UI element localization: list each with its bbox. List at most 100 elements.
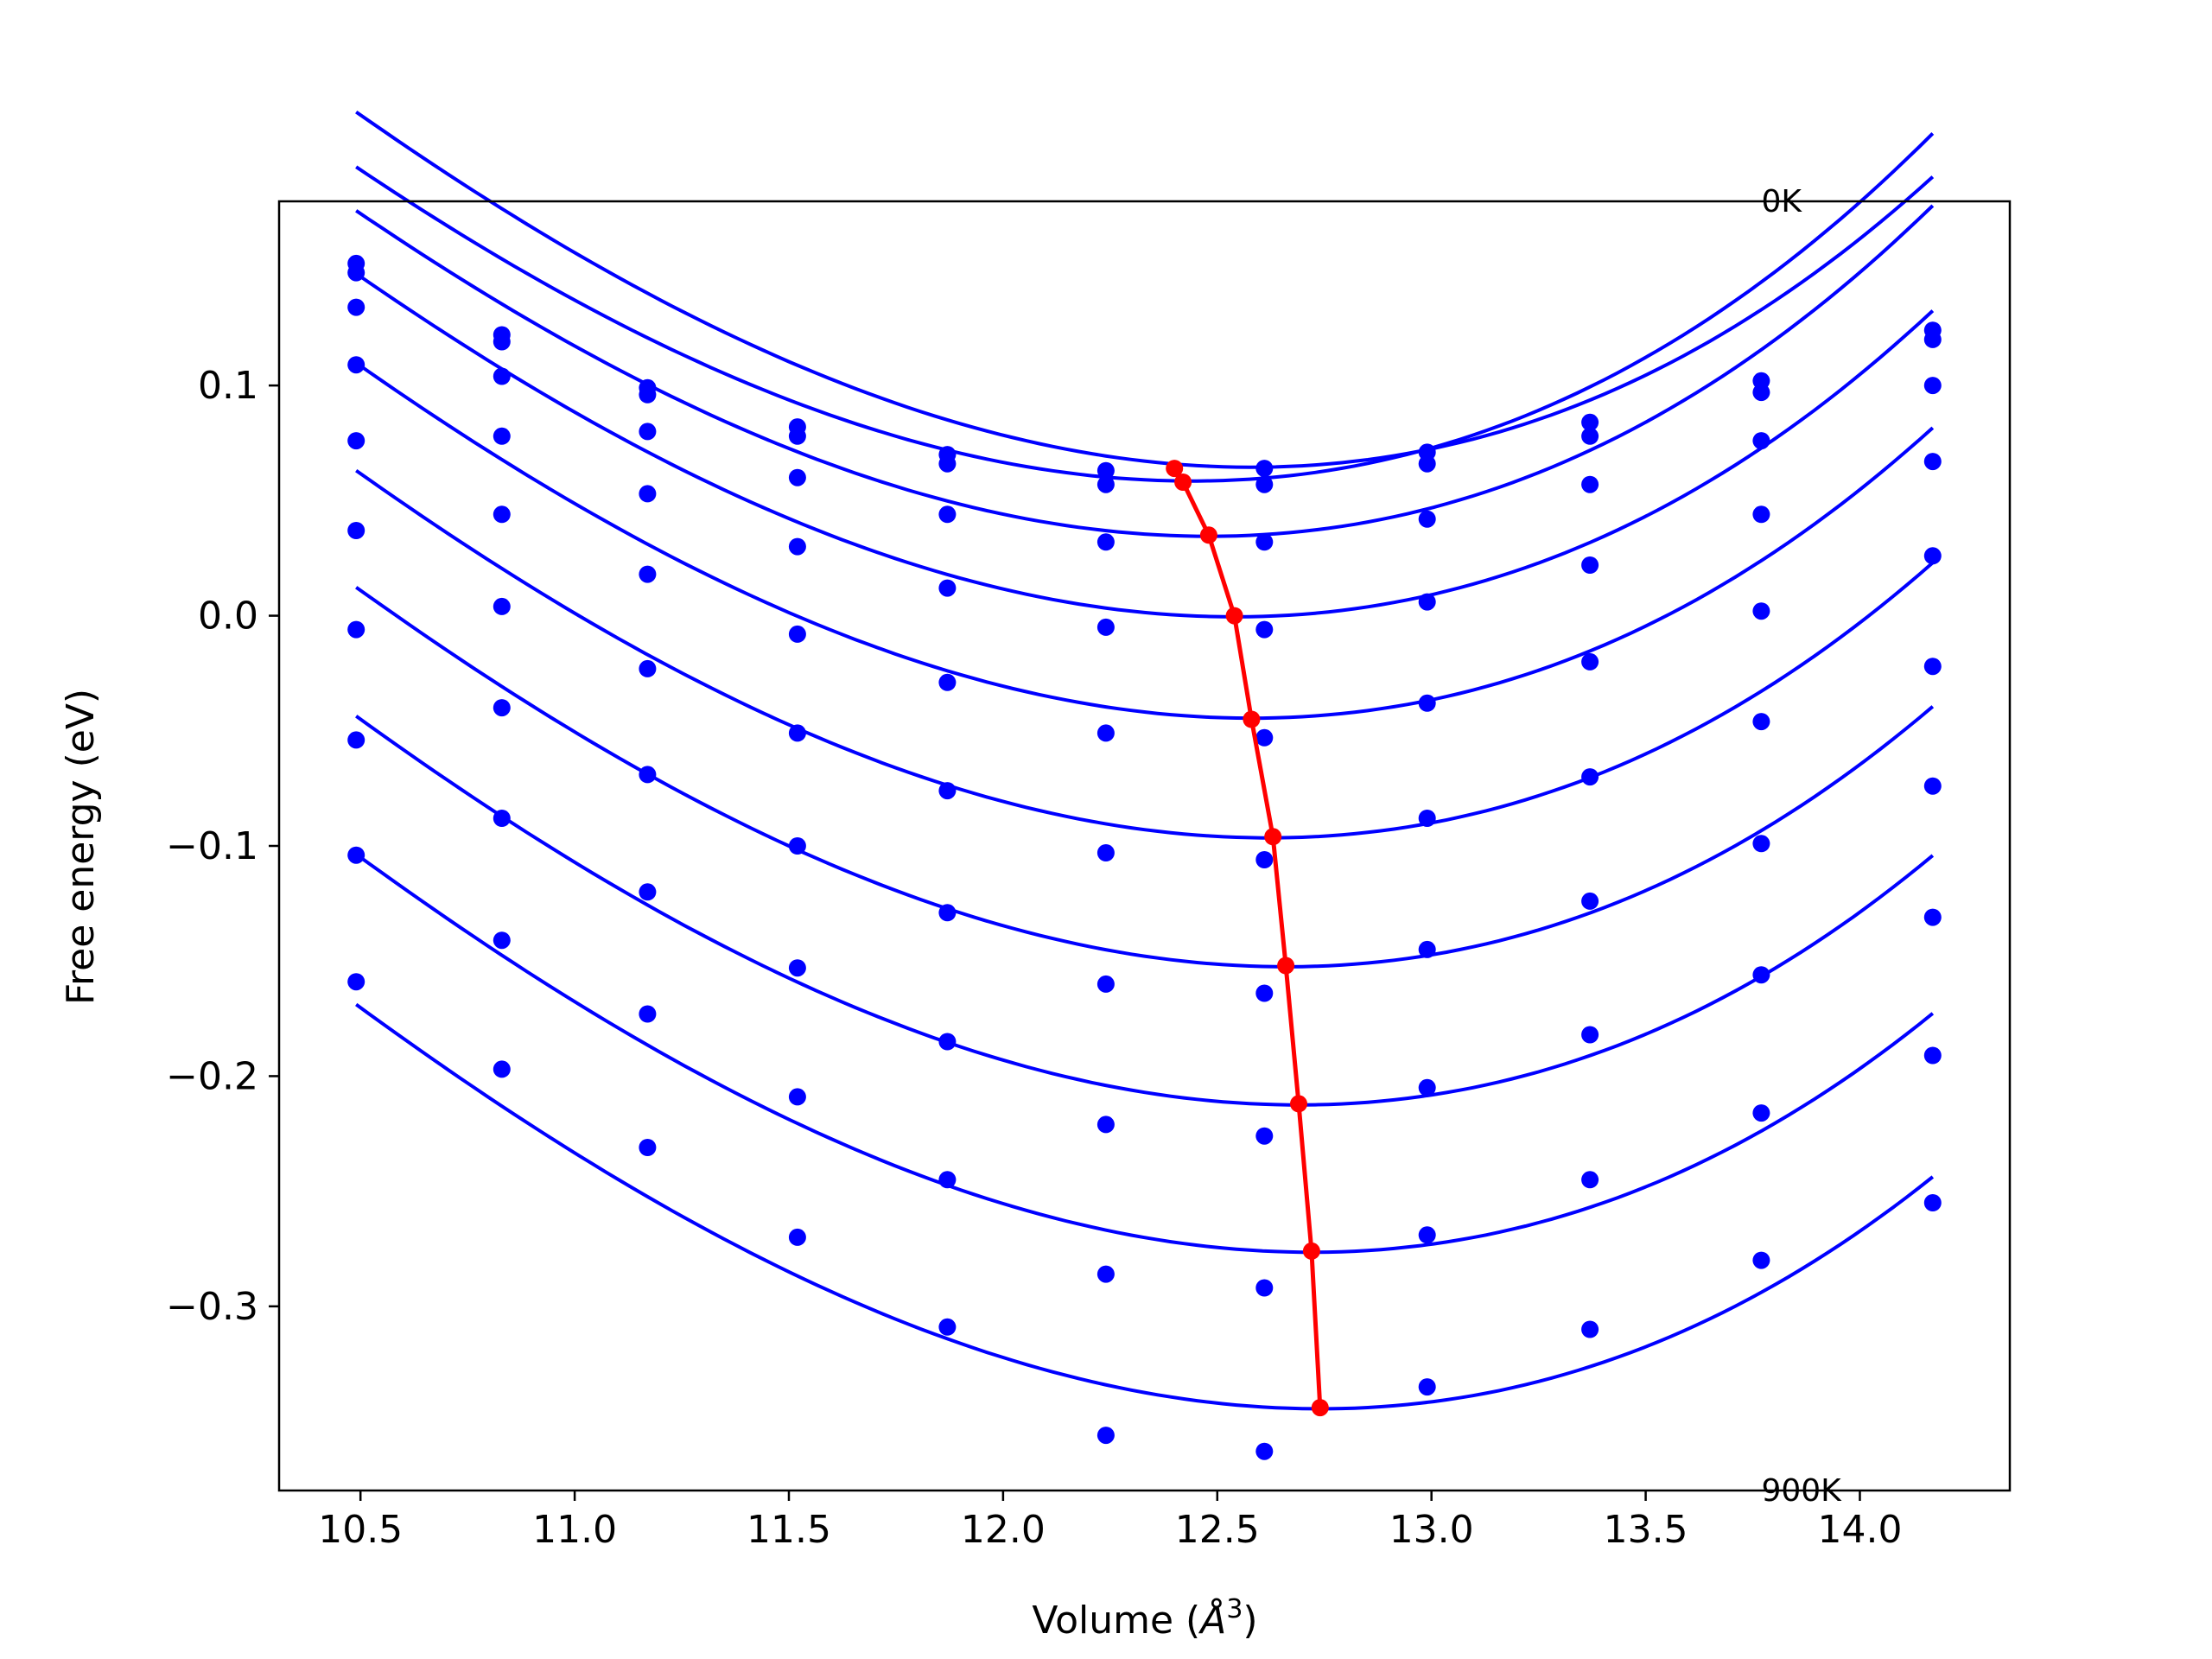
temperature-annotation: 900K bbox=[1761, 1473, 1842, 1509]
data-point bbox=[1255, 460, 1274, 478]
data-point bbox=[788, 625, 806, 643]
x-tick-label: 11.5 bbox=[747, 1508, 831, 1552]
data-point bbox=[347, 973, 365, 991]
equilibrium-point bbox=[1199, 526, 1217, 544]
data-point bbox=[1752, 1104, 1770, 1122]
data-point bbox=[347, 298, 365, 316]
data-point bbox=[788, 537, 806, 556]
data-point bbox=[1581, 1320, 1599, 1338]
data-point bbox=[493, 810, 511, 827]
data-point bbox=[1581, 768, 1599, 786]
data-point bbox=[1923, 547, 1942, 565]
data-point bbox=[639, 1005, 657, 1023]
data-point bbox=[639, 565, 657, 583]
x-tick-label: 10.5 bbox=[318, 1508, 403, 1552]
temperature-annotations: 0K 900K bbox=[1761, 184, 1842, 1509]
data-point bbox=[938, 1033, 957, 1051]
fit-curve-9 bbox=[355, 852, 1935, 1255]
data-point bbox=[493, 1060, 511, 1078]
data-point bbox=[1923, 453, 1942, 471]
data-point bbox=[347, 432, 365, 450]
data-point bbox=[639, 766, 657, 784]
data-point bbox=[1752, 835, 1770, 853]
data-point bbox=[1581, 652, 1599, 671]
data-point bbox=[1752, 432, 1770, 450]
data-point bbox=[1255, 533, 1274, 551]
data-point bbox=[347, 356, 365, 374]
y-tick-label: 0.0 bbox=[198, 594, 258, 639]
x-tick-label: 12.0 bbox=[961, 1508, 1046, 1552]
temperature-annotation: 0K bbox=[1761, 184, 1802, 219]
x-tick-label: 14.0 bbox=[1817, 1508, 1902, 1552]
data-point bbox=[493, 597, 511, 615]
data-point bbox=[1096, 1116, 1115, 1134]
data-point bbox=[1418, 810, 1436, 827]
data-point bbox=[1923, 1194, 1942, 1211]
data-point bbox=[347, 620, 365, 639]
x-tick-label: 12.5 bbox=[1175, 1508, 1260, 1552]
data-point bbox=[1096, 533, 1115, 551]
data-point bbox=[639, 883, 657, 901]
fit-curves bbox=[355, 110, 1935, 1411]
equilibrium-point bbox=[1302, 1242, 1320, 1260]
equilibrium-point bbox=[1264, 828, 1282, 846]
data-point bbox=[1096, 1265, 1115, 1283]
data-point bbox=[1752, 505, 1770, 524]
y-tick-label: 0.1 bbox=[198, 364, 258, 408]
data-point bbox=[347, 264, 365, 282]
data-point bbox=[1096, 724, 1115, 742]
data-point bbox=[1923, 377, 1942, 395]
data-point bbox=[938, 579, 957, 597]
data-point bbox=[347, 846, 365, 864]
data-point bbox=[639, 659, 657, 677]
fit-curve-7 bbox=[355, 586, 1935, 969]
data-point bbox=[1752, 966, 1770, 984]
fit-curve-1 bbox=[355, 110, 1935, 469]
data-point bbox=[347, 731, 365, 749]
data-point bbox=[788, 468, 806, 486]
y-tick-label: −0.2 bbox=[166, 1054, 258, 1098]
fit-curve-3 bbox=[355, 204, 1935, 538]
data-point bbox=[493, 505, 511, 524]
equilibrium-point bbox=[1277, 957, 1295, 975]
data-point bbox=[1255, 851, 1274, 868]
data-point bbox=[1096, 1427, 1115, 1445]
data-point bbox=[493, 699, 511, 717]
x-tick-label: 13.5 bbox=[1604, 1508, 1688, 1552]
data-point bbox=[938, 505, 957, 524]
data-point bbox=[1581, 892, 1599, 910]
fit-curve-2 bbox=[355, 131, 1935, 483]
data-point bbox=[639, 485, 657, 503]
data-point bbox=[1096, 618, 1115, 636]
data-point bbox=[1255, 1442, 1274, 1460]
x-tick-label: 13.0 bbox=[1389, 1508, 1474, 1552]
x-tick-label: 11.0 bbox=[532, 1508, 617, 1552]
equilibrium-point bbox=[1174, 474, 1192, 491]
y-tick-label: −0.1 bbox=[166, 824, 258, 868]
equilibrium-point bbox=[1225, 607, 1243, 625]
data-point bbox=[788, 427, 806, 445]
data-point bbox=[1752, 713, 1770, 731]
equilibrium-point bbox=[1243, 710, 1261, 728]
data-point bbox=[1581, 1026, 1599, 1044]
data-point bbox=[1255, 984, 1274, 1002]
data-point bbox=[347, 522, 365, 539]
data-point bbox=[1418, 1226, 1436, 1244]
data-point bbox=[1923, 908, 1942, 926]
data-point bbox=[1752, 602, 1770, 620]
x-axis-ticks: 10.5 11.0 11.5 12.0 12.5 13.0 13.5 14.0 bbox=[318, 1491, 1902, 1552]
fit-curve-5 bbox=[355, 361, 1935, 721]
data-point bbox=[1255, 1127, 1274, 1145]
data-point bbox=[1581, 1171, 1599, 1189]
data-point bbox=[1581, 427, 1599, 445]
equilibrium-point bbox=[1166, 460, 1184, 478]
data-point bbox=[938, 454, 957, 473]
data-point bbox=[1255, 728, 1274, 747]
data-point bbox=[1581, 475, 1599, 493]
data-point bbox=[1923, 777, 1942, 795]
data-point bbox=[788, 724, 806, 742]
data-point bbox=[493, 367, 511, 385]
data-point bbox=[493, 931, 511, 950]
